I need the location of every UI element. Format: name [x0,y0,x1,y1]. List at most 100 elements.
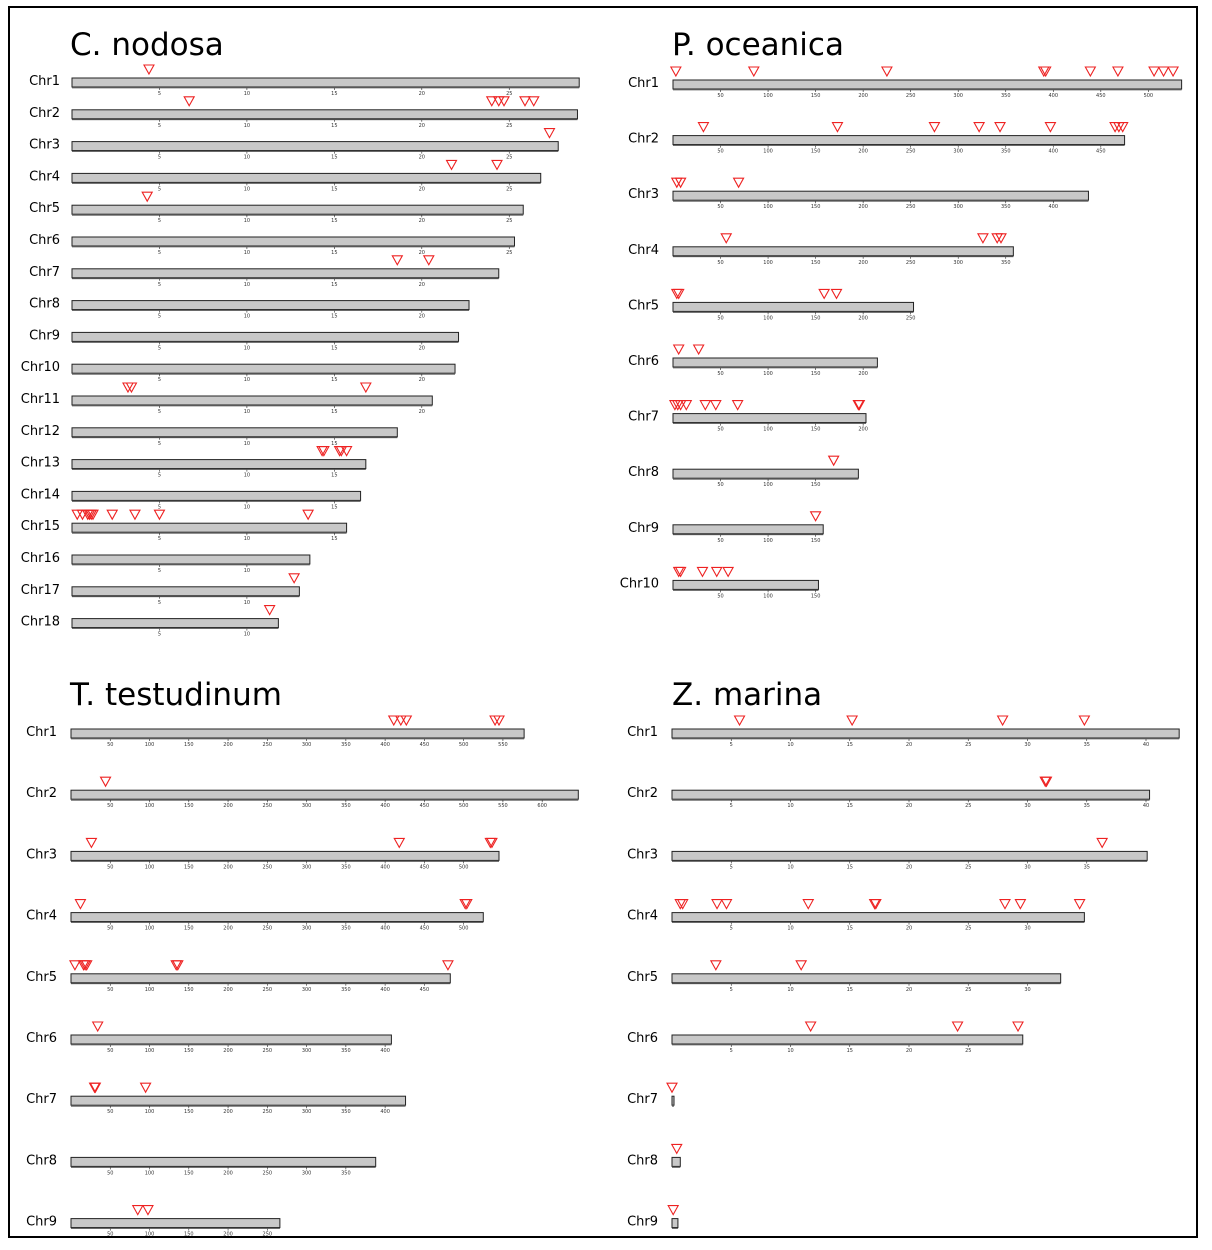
tick-label: 200 [858,204,868,210]
tick-label: 200 [223,1109,233,1115]
chromosome-chr10: Chr10 50 100 150 [620,566,820,599]
marker-triangle [722,566,735,578]
chromosome-label: Chr18 [21,615,60,630]
tick-label: 50 [107,864,113,870]
tick-label: 300 [302,1170,312,1176]
chromosome-label: Chr1 [26,725,57,740]
chromosome-bar [672,468,859,479]
tick-label: 350 [341,1170,351,1176]
marker-triangle [731,400,744,411]
tick-label: 25 [506,91,512,97]
chromosome-bar [671,912,1085,923]
tick-label: 250 [263,1048,273,1054]
tick-label: 50 [717,371,723,377]
marker-triangle [733,715,746,727]
chromosome-label: Chr8 [26,1153,57,1168]
marker-triangle [709,960,722,971]
marker-triangle [795,960,808,971]
tick-label: 250 [263,1170,273,1176]
tick-label: 15 [331,186,337,192]
chromosome-bar [71,172,542,183]
marker-triangle [359,382,372,394]
tick-label: 10 [244,218,250,224]
tick-label: 15 [847,1048,853,1054]
tick-label: 10 [244,186,250,192]
tick-label: 450 [1096,93,1106,99]
tick-label: 20 [419,155,425,161]
chromosome-chr1: Chr1 5 10 15 20 25 30 35 40 [627,715,1180,748]
tick-label: 350 [1001,149,1011,155]
marker-triangle [106,509,119,521]
tick-label: 50 [107,742,113,748]
tick-label: 50 [107,926,113,932]
tick-label: 400 [380,987,390,993]
tick-label: 10 [244,504,250,510]
tick-label: 5 [730,742,733,748]
marker-triangle [1044,122,1057,133]
chromosome-bar [671,1156,681,1167]
tick-label: 100 [145,987,155,993]
chromosome-chr9: Chr9 5 10 15 20 [29,328,460,351]
panel-title: P. oceanica [672,27,844,63]
tick-label: 10 [787,803,793,809]
chromosome-bar [672,135,1126,146]
chromosome-label: Chr9 [26,1215,57,1230]
chromosome-chr4: Chr4 5 10 15 20 25 30 [627,899,1086,932]
tick-label: 150 [811,371,821,377]
chromosome-bar [70,789,579,800]
tick-label: 25 [965,803,971,809]
chromosome-bar [672,79,1183,90]
marker-triangle [263,605,276,616]
marker-triangle [99,776,112,788]
tick-label: 35 [1084,742,1090,748]
tick-label: 200 [223,1232,233,1238]
marker-triangle [1078,715,1091,727]
tick-label: 20 [419,91,425,97]
tick-label: 200 [223,1170,233,1176]
marker-triangle [692,344,705,356]
marker-triangle [493,715,505,727]
marker-triangle [527,96,540,107]
tick-label: 250 [906,315,916,321]
chromosome-bar [71,522,348,533]
tick-label: 200 [223,926,233,932]
marker-triangle [442,960,454,971]
chromosome-label: Chr7 [29,265,60,280]
tick-label: 100 [763,538,773,544]
marker-triangle [1148,66,1160,78]
tick-label: 150 [811,427,821,433]
chromosome-label: Chr10 [21,360,60,375]
tick-label: 25 [965,987,971,993]
tick-label: 400 [380,864,390,870]
marker-triangle [674,400,687,411]
marker-triangle [183,96,196,107]
chromosome-chr5: Chr5 5 10 15 20 25 [29,191,524,224]
marker-triangle [142,1205,154,1216]
tick-label: 500 [459,742,469,748]
marker-triangle [670,1143,683,1155]
tick-label: 600 [537,803,547,809]
chromosome-bar [672,190,1089,201]
marker-triangle [491,159,503,171]
chromosome-chr5: Chr5 5 10 15 20 25 30 [627,960,1062,993]
marker-triangle [1157,66,1170,78]
chromosome-chr1: Chr1 5 10 15 20 25 [29,64,580,97]
chromosome-label: Chr2 [628,132,659,147]
tick-label: 5 [730,926,733,932]
marker-triangle [696,566,709,578]
tick-label: 25 [506,250,512,256]
tick-label: 100 [763,93,773,99]
tick-label: 400 [380,1048,390,1054]
tick-label: 150 [811,482,821,488]
chromosome-chr10: Chr10 5 10 15 20 [21,360,456,383]
chromosome-chr2: Chr2 50 100 150 200 250 300 350 400 450 500 550 600 [26,776,579,809]
marker-triangle [666,1082,678,1094]
chromosome-label: Chr2 [29,106,60,121]
figure-frame [8,6,1198,1238]
tick-label: 10 [244,250,250,256]
tick-label: 550 [498,803,508,809]
tick-label: 500 [459,926,469,932]
marker-triangle [445,159,458,171]
tick-label: 500 [459,803,469,809]
tick-label: 300 [302,926,312,932]
